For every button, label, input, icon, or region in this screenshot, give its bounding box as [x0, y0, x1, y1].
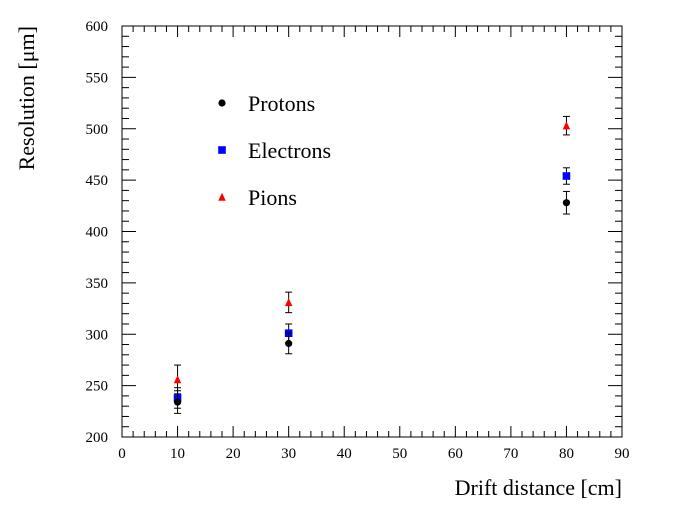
data-point-circle: [562, 199, 571, 207]
y-tick-label: 400: [86, 225, 109, 241]
legend-label-pions: Pions: [248, 185, 297, 210]
y-axis-ticks: [122, 25, 622, 438]
y-tick-label: 250: [86, 379, 109, 395]
data-point-triangle: [562, 121, 571, 130]
x-tick-label: 60: [448, 446, 463, 462]
legend-marker-electrons: [218, 146, 226, 154]
y-tick-label: 300: [86, 327, 109, 343]
x-tick-label: 50: [392, 446, 407, 462]
series-electrons: [173, 167, 571, 409]
x-axis-tick-labels: 0 10 20 30 40 50 60 70 80 90: [118, 446, 629, 462]
x-tick-label: 70: [503, 446, 518, 462]
y-tick-label: 550: [86, 70, 109, 86]
data-point-triangle: [284, 298, 293, 307]
x-tick-label: 0: [118, 446, 126, 462]
x-tick-label: 10: [170, 446, 185, 462]
y-axis-tick-labels: 200 250 300 350 400 450 500 550 600: [86, 19, 109, 446]
x-tick-label: 90: [615, 446, 630, 462]
y-tick-label: 200: [86, 430, 109, 446]
legend-marker-pions: [218, 192, 226, 201]
y-tick-label: 350: [86, 276, 109, 292]
plot-frame: [121, 25, 623, 438]
legend-label-electrons: Electrons: [248, 138, 331, 163]
y-axis-title: Resolution [μm]: [14, 26, 39, 170]
data-point-triangle: [173, 375, 182, 384]
series-pions: [173, 115, 571, 395]
x-tick-label: 40: [337, 446, 352, 462]
y-tick-label: 500: [86, 122, 109, 138]
legend-label-protons: Protons: [248, 91, 315, 116]
x-tick-label: 80: [559, 446, 574, 462]
data-point-circle: [173, 398, 182, 406]
data-point-circle: [285, 339, 293, 348]
legend: Protons Electrons Pions: [218, 91, 331, 210]
x-tick-label: 30: [281, 446, 296, 462]
x-axis-ticks: [121, 26, 623, 437]
data-series: [173, 115, 571, 414]
series-protons: [173, 190, 571, 414]
legend-marker-protons: [218, 99, 226, 107]
x-axis-title: Drift distance [cm]: [455, 475, 622, 500]
y-tick-label: 450: [86, 173, 109, 189]
data-point-square: [562, 172, 571, 180]
y-tick-label: 600: [86, 19, 109, 35]
x-tick-label: 20: [226, 446, 241, 462]
